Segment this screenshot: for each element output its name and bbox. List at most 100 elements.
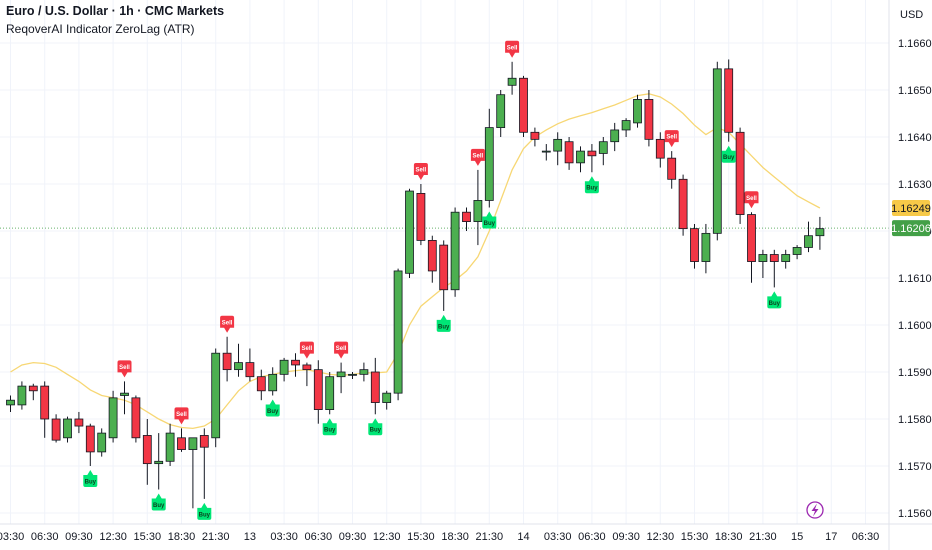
candle-body [393,270,403,394]
time-tick-label: 15:30 [134,531,162,543]
candle-down [530,127,540,147]
lightning-icon[interactable] [806,501,824,519]
candle-up [393,268,403,401]
buy-signal-label: Buy [324,428,336,434]
sell-signal-label: Sell [119,365,130,371]
sell-signal-label: Sell [302,346,313,352]
buy-signal-box [584,176,599,194]
candlestick-series [6,59,825,509]
buy-signal: Buy [83,470,98,487]
candle-down [370,357,380,415]
time-tick-label: 06:30 [305,531,333,543]
candle-up [108,390,118,443]
candle-body [564,141,574,164]
candle-body [211,352,221,439]
candle-body [405,190,414,274]
candle-body [758,254,768,262]
candle-up [781,249,791,269]
candle-body [690,228,699,262]
candle-body [245,362,255,378]
buy-signal: Buy [368,418,383,436]
time-tick-label: 21:30 [476,531,504,543]
candle-up [325,372,335,415]
candle-body [610,129,620,143]
price-axis[interactable]: 1.166001.165001.164001.163001.162001.161… [898,38,932,520]
buy-signal-box [721,145,736,163]
candle-down [747,212,756,283]
candle-up [815,216,825,250]
time-tick-label: 18:30 [168,531,196,543]
sell-signal: Sell [470,148,485,166]
candle-up [382,390,392,410]
candle-body [177,437,186,450]
candle-up [701,223,711,274]
candle-up [405,188,414,278]
candle-up [633,94,642,128]
chart-title[interactable]: Euro / U.S. Dollar · 1h · CMC Markets [6,4,225,18]
candle-body [519,77,528,133]
buy-signal: Buy [767,291,782,309]
candle-up [792,245,802,260]
candle-down [291,353,300,377]
buy-signal-label: Buy [723,155,735,161]
price-label-text: 1.16206 [891,223,931,235]
time-tick-label: 06:30 [852,531,880,543]
candle-body [28,385,38,392]
candle-body [473,200,483,222]
price-tick-label: 1.16100 [898,273,932,285]
time-tick-label: 06:30 [578,531,606,543]
time-axis[interactable]: 03:30 06:30 09:30 12:30 15:30 18:30 21:30 13 03:… [0,531,879,543]
time-tick-label: 09:30 [65,531,93,543]
zerolag-line [10,93,821,430]
candle-up [279,357,289,382]
candle-up [17,381,27,410]
price-label-text: 1.16249 [891,203,931,215]
candle-down [462,207,471,231]
price-tick-label: 1.16300 [898,179,932,191]
time-tick-label: 15:30 [407,531,435,543]
sell-signal-label: Sell [507,45,518,51]
sell-signal: Sell [413,163,428,180]
candle-up [63,416,72,443]
buy-signal-label: Buy [85,479,97,485]
candle-body [336,371,346,378]
indicator-legend[interactable]: ReqoverAI Indicator ZeroLag (ATR) [6,22,195,36]
sell-signal-box [117,360,132,378]
candle-body [701,232,711,262]
candle-body [370,371,380,403]
price-label-box [892,220,930,237]
buy-signal-box [322,418,337,436]
buy-signal-label: Buy [769,301,781,307]
candle-body [678,178,688,230]
candle-body [416,192,426,241]
sell-signal: Sell [334,341,349,359]
candle-body [462,211,471,222]
candle-up [268,367,278,396]
buy-signal-box [151,493,166,511]
currency-label[interactable]: USD [900,9,924,21]
time-tick-label: 06:30 [31,531,59,543]
sell-signal-label: Sell [336,346,347,352]
candle-body [348,373,357,376]
candle-body [633,99,642,124]
candle-down [724,59,734,142]
candle-body [17,385,27,406]
candle-body [142,435,152,465]
sell-signal: Sell [744,191,759,209]
candle-body [234,362,243,371]
candle-up [154,433,164,490]
buy-signal-box [368,418,383,436]
sell-signal-box [744,191,759,209]
candle-body [804,235,813,248]
candle-body [576,150,585,164]
sell-signal: Sell [174,407,189,425]
candle-down [51,414,61,443]
zerolag-path [10,93,821,430]
candle-body [507,77,517,86]
candle-body [108,397,118,439]
candle-body [667,157,677,180]
price-tick-label: 1.16600 [898,38,932,50]
candle-up [507,61,517,95]
time-tick-label: 13 [244,531,256,543]
